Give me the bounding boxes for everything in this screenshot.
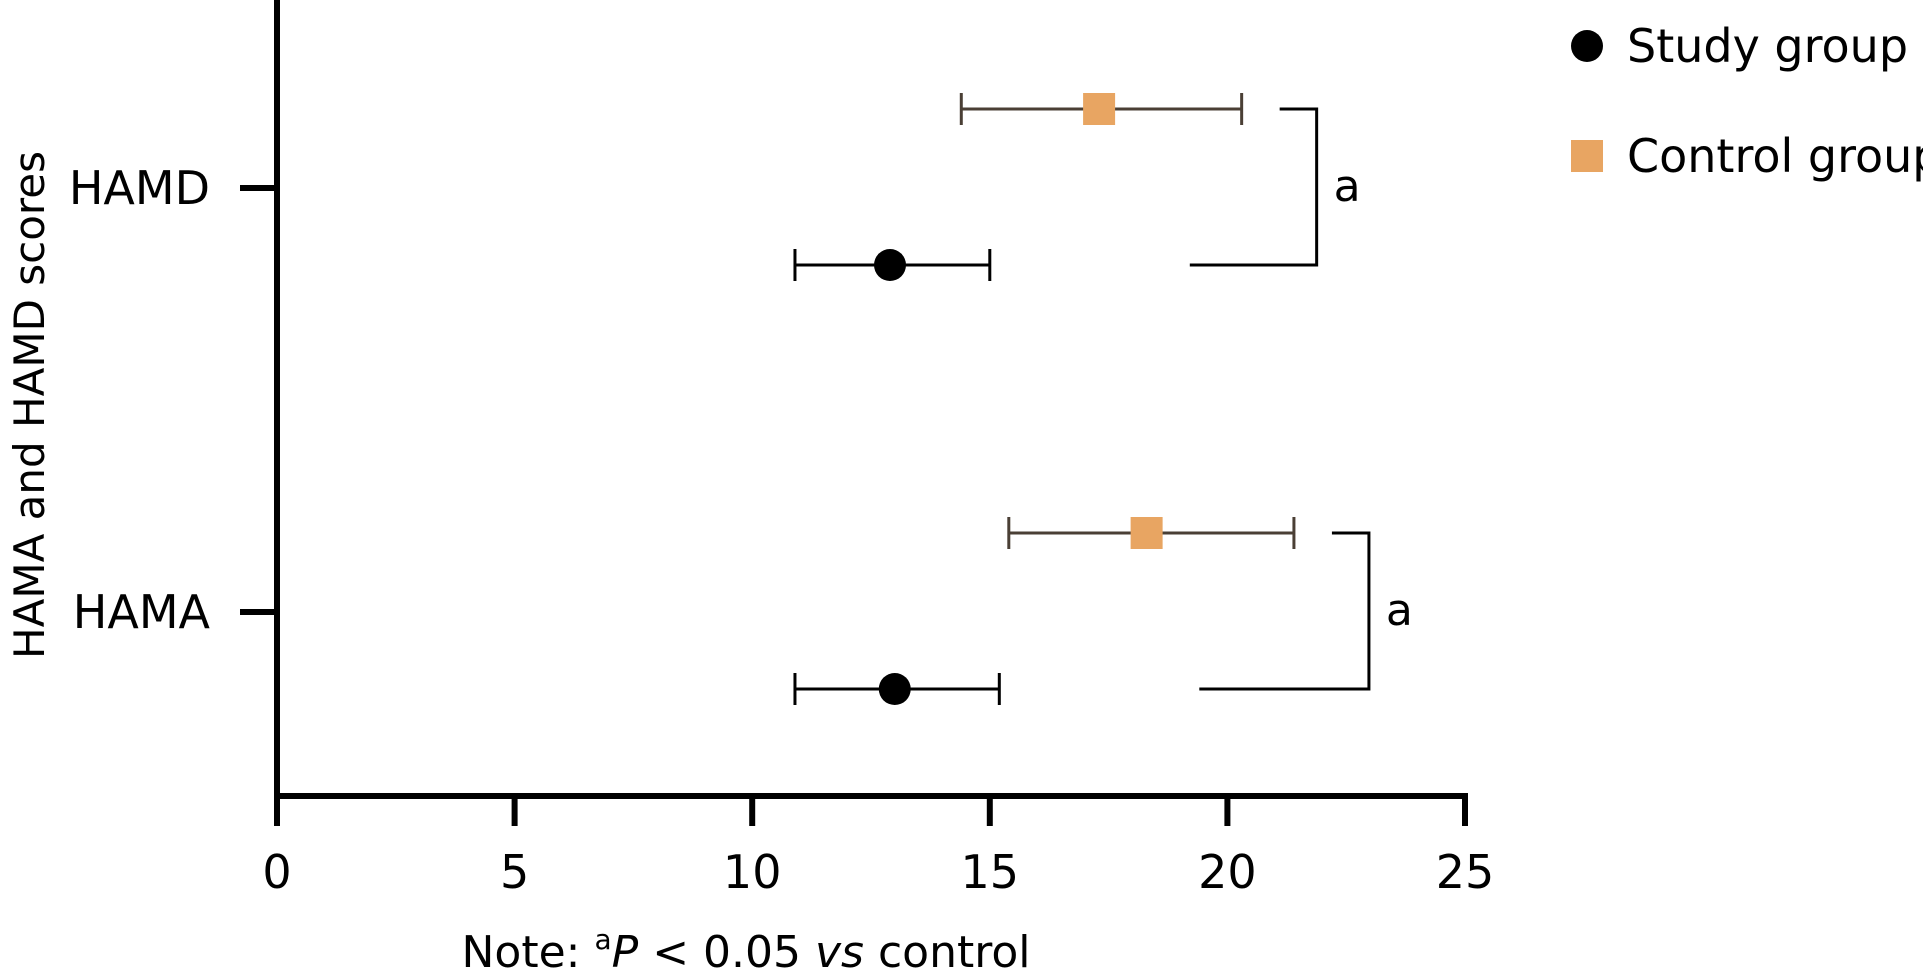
significance-brackets: aa [1189, 107, 1413, 691]
legend-marker-study-group [1571, 30, 1603, 62]
significance-label-hamd: a [1334, 161, 1361, 212]
study-group-hama-marker [878, 673, 911, 705]
significance-bracket-hama [1199, 531, 1371, 691]
x-axis-note: Note: aP < 0.05 vs control [462, 923, 1031, 972]
x-tick-label-25: 25 [1436, 845, 1495, 899]
y-axis-categories: HAMD HAMA [69, 161, 277, 639]
significance-bracket-hamd [1189, 107, 1319, 267]
control-group-hamd-marker [1083, 93, 1116, 125]
note-superscript: a [594, 923, 611, 956]
x-tick-label-0: 0 [262, 845, 291, 899]
study-group-hamd-marker [874, 249, 907, 281]
legend-marker-control-group [1571, 140, 1603, 172]
x-tick-label-15: 15 [961, 845, 1020, 899]
control-group-hama-point [1007, 517, 1296, 549]
legend: Study group Control group [1571, 19, 1923, 183]
study-group-hamd-point [793, 249, 992, 281]
x-tick-label-5: 5 [500, 845, 529, 899]
legend-label-control-group: Control group [1627, 129, 1923, 183]
note-suffix: control [864, 927, 1031, 972]
note-middle: < 0.05 [638, 927, 815, 972]
study-group-hama-point [793, 673, 1001, 705]
significance-label-hama: a [1386, 585, 1413, 636]
control-group-hamd-point [959, 93, 1244, 125]
x-tick-label-10: 10 [723, 845, 782, 899]
note-p: P [612, 927, 639, 972]
data-series [793, 93, 1296, 705]
y-axis-label: HAMA and HAMD scores [5, 151, 54, 659]
note-vs: vs [815, 927, 864, 972]
x-axis-ticks: 0 5 10 15 20 25 [262, 796, 1494, 899]
control-group-hama-marker [1130, 517, 1163, 549]
note-prefix: Note: [462, 927, 595, 972]
y-category-label-hamd: HAMD [69, 161, 210, 215]
legend-label-study-group: Study group [1627, 19, 1908, 73]
x-tick-label-20: 20 [1198, 845, 1257, 899]
y-category-label-hama: HAMA [73, 585, 211, 639]
